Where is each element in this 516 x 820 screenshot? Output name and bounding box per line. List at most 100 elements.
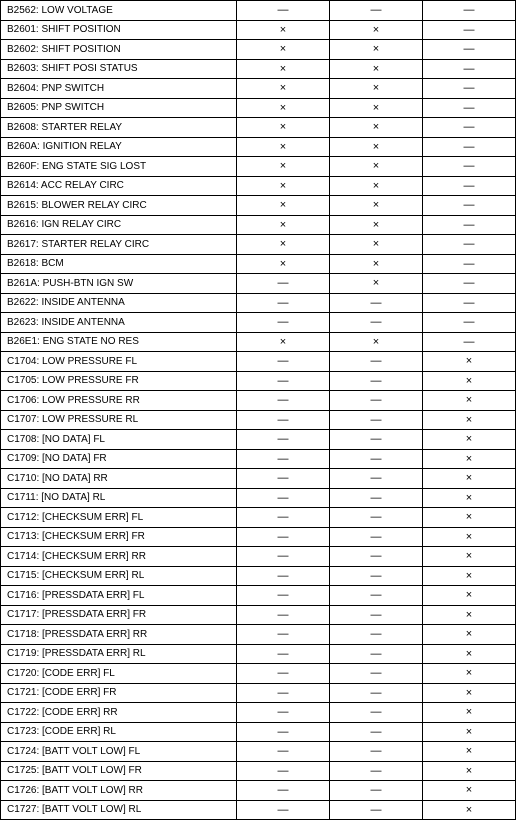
dash-icon: — [371, 784, 382, 796]
dtc-label: C1722: [CODE ERR] RR [1, 703, 237, 723]
table-row: B2622: INSIDE ANTENNA——— [1, 293, 516, 313]
dtc-status-cell: — [237, 274, 330, 294]
x-mark-icon: × [466, 745, 472, 757]
dtc-status-cell: × [237, 235, 330, 255]
dtc-label: B2605: PNP SWITCH [1, 98, 237, 118]
dash-icon: — [371, 511, 382, 523]
dtc-label: B2601: SHIFT POSITION [1, 20, 237, 40]
dash-icon: — [278, 453, 289, 465]
dtc-status-cell: — [237, 664, 330, 684]
dtc-status-cell: — [423, 20, 516, 40]
dtc-status-cell: — [237, 761, 330, 781]
table-row: C1704: LOW PRESSURE FL——× [1, 352, 516, 372]
dtc-label: B2603: SHIFT POSI STATUS [1, 59, 237, 79]
dtc-status-cell: — [330, 625, 423, 645]
dash-icon: — [464, 141, 475, 153]
dtc-status-cell: — [330, 449, 423, 469]
dtc-status-cell: — [423, 293, 516, 313]
table-row: C1706: LOW PRESSURE RR——× [1, 391, 516, 411]
x-mark-icon: × [280, 43, 286, 55]
dtc-status-cell: × [237, 59, 330, 79]
dash-icon: — [278, 804, 289, 816]
table-row: C1715: [CHECKSUM ERR] RL——× [1, 566, 516, 586]
dash-icon: — [464, 277, 475, 289]
dash-icon: — [464, 82, 475, 94]
dtc-label: C1714: [CHECKSUM ERR] RR [1, 547, 237, 567]
dash-icon: — [371, 745, 382, 757]
dtc-label: B2604: PNP SWITCH [1, 79, 237, 99]
x-mark-icon: × [373, 102, 379, 114]
dash-icon: — [371, 453, 382, 465]
dtc-status-cell: — [423, 274, 516, 294]
dtc-label: C1727: [BATT VOLT LOW] RL [1, 800, 237, 820]
dtc-status-cell: — [330, 488, 423, 508]
dtc-status-cell: — [237, 352, 330, 372]
dtc-label: C1707: LOW PRESSURE RL [1, 410, 237, 430]
dtc-label: C1726: [BATT VOLT LOW] RR [1, 781, 237, 801]
dtc-status-cell: × [423, 391, 516, 411]
dtc-status-cell: × [423, 800, 516, 820]
dtc-label: C1724: [BATT VOLT LOW] FL [1, 742, 237, 762]
dtc-status-cell: × [237, 20, 330, 40]
dtc-label: B2602: SHIFT POSITION [1, 40, 237, 60]
dtc-status-cell: × [330, 235, 423, 255]
dash-icon: — [371, 375, 382, 387]
dtc-status-cell: — [237, 391, 330, 411]
dtc-status-cell: × [330, 59, 423, 79]
dtc-status-cell: — [423, 254, 516, 274]
table-row: C1709: [NO DATA] FR——× [1, 449, 516, 469]
dtc-status-cell: — [237, 1, 330, 21]
dtc-label: B26E1: ENG STATE NO RES [1, 332, 237, 352]
dtc-status-cell: × [423, 527, 516, 547]
dtc-status-cell: — [237, 508, 330, 528]
dtc-status-cell: — [330, 703, 423, 723]
table-row: B2601: SHIFT POSITION××— [1, 20, 516, 40]
dtc-status-cell: — [330, 1, 423, 21]
dash-icon: — [278, 589, 289, 601]
dash-icon: — [278, 609, 289, 621]
x-mark-icon: × [466, 472, 472, 484]
dtc-status-cell: × [330, 332, 423, 352]
x-mark-icon: × [280, 180, 286, 192]
dash-icon: — [278, 297, 289, 309]
dtc-status-cell: — [237, 313, 330, 333]
dtc-label: B2562: LOW VOLTAGE [1, 1, 237, 21]
dash-icon: — [371, 531, 382, 543]
dash-icon: — [278, 765, 289, 777]
dash-icon: — [278, 628, 289, 640]
dtc-status-cell: × [423, 722, 516, 742]
table-row: B260F: ENG STATE SIG LOST××— [1, 157, 516, 177]
dash-icon: — [371, 414, 382, 426]
dash-icon: — [464, 238, 475, 250]
dtc-status-cell: × [423, 547, 516, 567]
dtc-status-cell: — [237, 410, 330, 430]
dash-icon: — [371, 648, 382, 660]
dtc-label: C1720: [CODE ERR] FL [1, 664, 237, 684]
dash-icon: — [371, 706, 382, 718]
x-mark-icon: × [373, 258, 379, 270]
dtc-status-cell: — [237, 703, 330, 723]
dtc-status-cell: — [237, 371, 330, 391]
dtc-status-cell: — [237, 625, 330, 645]
dash-icon: — [278, 667, 289, 679]
dash-icon: — [464, 297, 475, 309]
dtc-status-cell: × [237, 196, 330, 216]
x-mark-icon: × [466, 706, 472, 718]
dtc-status-cell: × [423, 371, 516, 391]
dtc-status-cell: × [423, 469, 516, 489]
dash-icon: — [371, 570, 382, 582]
dtc-status-cell: — [237, 566, 330, 586]
dtc-status-cell: — [423, 157, 516, 177]
x-mark-icon: × [466, 433, 472, 445]
table-row: C1716: [PRESSDATA ERR] FL——× [1, 586, 516, 606]
dtc-label: C1725: [BATT VOLT LOW] FR [1, 761, 237, 781]
x-mark-icon: × [466, 394, 472, 406]
dtc-status-cell: — [237, 293, 330, 313]
x-mark-icon: × [280, 238, 286, 250]
table-row: B260A: IGNITION RELAY××— [1, 137, 516, 157]
dtc-label: B2608: STARTER RELAY [1, 118, 237, 138]
x-mark-icon: × [373, 24, 379, 36]
x-mark-icon: × [280, 336, 286, 348]
dtc-status-cell: × [237, 332, 330, 352]
dtc-label: C1719: [PRESSDATA ERR] RL [1, 644, 237, 664]
